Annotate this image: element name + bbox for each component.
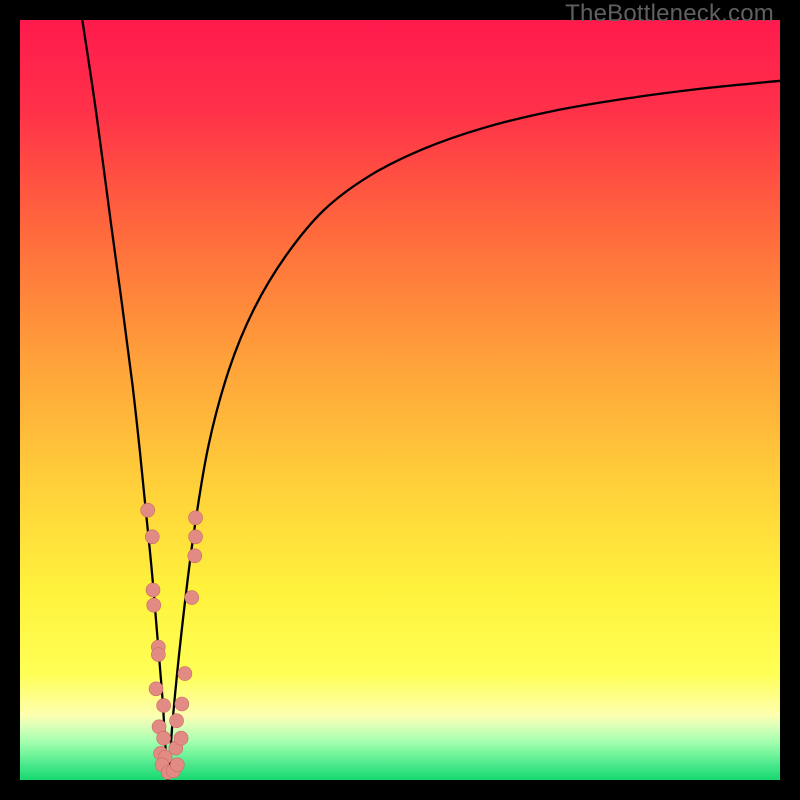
data-marker: [157, 731, 171, 745]
data-marker: [189, 530, 203, 544]
data-marker: [170, 758, 184, 772]
data-marker: [188, 549, 202, 563]
data-marker: [175, 697, 189, 711]
data-marker: [174, 731, 188, 745]
data-marker: [178, 667, 192, 681]
data-marker: [146, 583, 160, 597]
bottleneck-curve: [82, 20, 780, 780]
watermark-text: TheBottleneck.com: [565, 0, 774, 28]
data-marker: [149, 682, 163, 696]
data-marker: [141, 503, 155, 517]
data-marker: [151, 648, 165, 662]
curve-layer: [20, 20, 780, 780]
data-marker: [170, 714, 184, 728]
data-marker: [145, 530, 159, 544]
data-marker: [147, 598, 161, 612]
data-marker: [189, 511, 203, 525]
data-marker: [157, 699, 171, 713]
data-marker: [185, 591, 199, 605]
chart-frame: TheBottleneck.com: [0, 0, 800, 800]
